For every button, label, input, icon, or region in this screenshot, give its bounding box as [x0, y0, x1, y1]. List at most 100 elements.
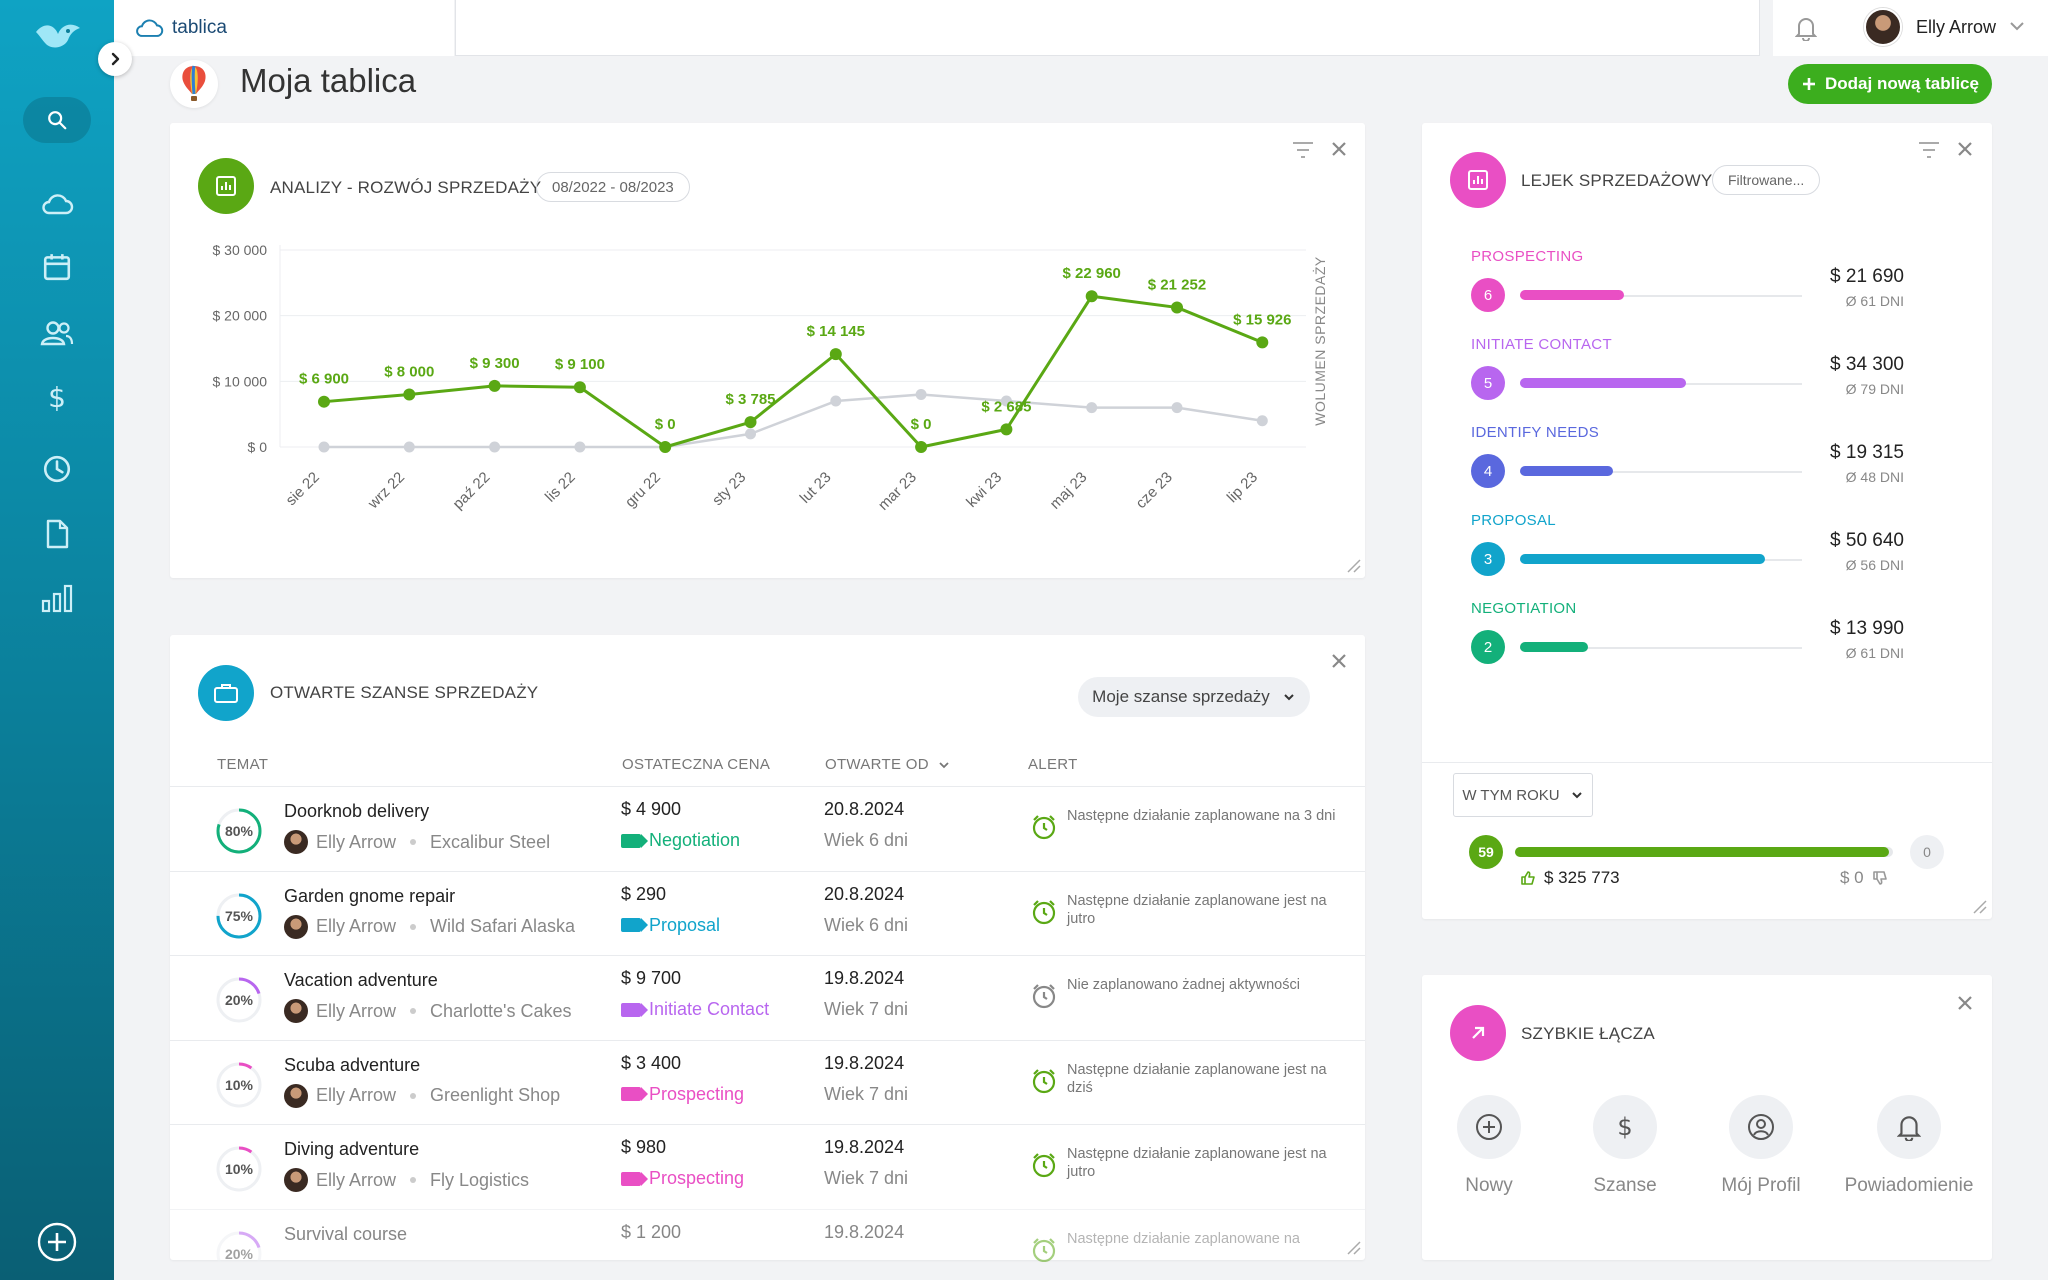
close-icon[interactable]: [1328, 650, 1350, 672]
opportunity-title[interactable]: Scuba adventure: [284, 1054, 421, 1075]
opportunity-title[interactable]: Garden gnome repair: [284, 885, 456, 906]
add-board-button[interactable]: Dodaj nową tablicę: [1788, 64, 1992, 104]
breadcrumb[interactable]: tablica: [114, 0, 454, 56]
close-icon[interactable]: [1328, 138, 1350, 160]
column-header-opened[interactable]: OTWARTE OD: [825, 756, 951, 773]
global-search-input[interactable]: [455, 0, 1760, 56]
sidebar-item-contacts[interactable]: [37, 313, 77, 353]
opportunity-company[interactable]: Charlotte's Cakes: [430, 1000, 572, 1021]
opportunity-title[interactable]: Vacation adventure: [284, 970, 438, 990]
progress-ring: [216, 808, 262, 854]
lost-amount-value: $ 0: [1840, 868, 1864, 887]
filter-icon[interactable]: [1917, 139, 1941, 161]
column-header-price[interactable]: OSTATECZNA CENA: [622, 756, 771, 773]
sidebar-item-calendar[interactable]: [37, 247, 77, 287]
sidebar-item-documents[interactable]: [37, 514, 77, 554]
funnel-stage-count: 5: [1471, 366, 1505, 400]
table-row[interactable]: 20% Survival course $ 1 200 19.8.2024 Następ…: [170, 1208, 1365, 1262]
resize-handle-icon[interactable]: [1970, 897, 1988, 915]
table-row[interactable]: 20% Vacation adventure Elly Arrow Charlotte…: [170, 955, 1365, 1039]
quick-link-opportunities-button[interactable]: $: [1593, 1095, 1657, 1159]
opportunity-title[interactable]: Diving adventure: [284, 1139, 420, 1159]
user-name[interactable]: Elly Arrow: [1916, 17, 1997, 37]
plus-icon: [1803, 78, 1815, 90]
opportunities-card: [170, 635, 1365, 1260]
close-icon[interactable]: [1954, 992, 1976, 1014]
sidebar-item-reports[interactable]: [37, 578, 77, 618]
chart-period-pill[interactable]: 08/2022 - 08/2023: [536, 172, 690, 202]
opportunity-title[interactable]: Doorknob delivery: [284, 801, 430, 821]
funnel-stage-amount: $ 13 990: [1830, 618, 1904, 639]
sidebar-search-button[interactable]: [23, 97, 91, 143]
quick-link-notifications[interactable]: Powiadomienie: [1844, 1095, 1974, 1197]
progress-percent: 20%: [224, 1245, 254, 1262]
opportunity-stage: Proposal: [621, 915, 720, 936]
quick-link-profile[interactable]: Mój Profil: [1696, 1095, 1826, 1197]
opportunity-title[interactable]: Survival course: [284, 1223, 408, 1244]
quick-link-notifications-button[interactable]: [1877, 1095, 1941, 1159]
column-header-topic[interactable]: TEMAT: [217, 756, 269, 773]
sidebar-item-sales[interactable]: $: [37, 378, 77, 418]
opportunity-company[interactable]: Excalibur Steel: [430, 831, 551, 852]
opportunity-owner[interactable]: Elly Arrow: [316, 1169, 397, 1190]
table-row[interactable]: 80% Doorknob delivery Elly Arrow Excalibur …: [170, 786, 1365, 870]
filter-icon[interactable]: [1291, 139, 1315, 161]
funnel-stage-name[interactable]: INITIATE CONTACT: [1471, 336, 1612, 353]
avatar[interactable]: [1864, 8, 1902, 46]
avatar: [284, 830, 308, 854]
funnel-stage-track: [1520, 471, 1802, 473]
opportunity-stage: Negotiation: [621, 830, 740, 851]
funnel-stage-amount: $ 19 315: [1830, 442, 1904, 463]
opportunity-owner[interactable]: Elly Arrow: [316, 916, 397, 936]
user-bar: Elly Arrow: [1773, 0, 2048, 56]
opportunity-meta: Elly Arrow Greenlight Shop: [284, 1083, 561, 1108]
quick-link-opportunities[interactable]: $ Szanse: [1560, 1095, 1690, 1197]
resize-handle-icon[interactable]: [1344, 556, 1362, 574]
opportunity-meta: Elly Arrow Wild Safari Alaska: [284, 914, 576, 939]
funnel-period-dropdown[interactable]: W TYM ROKU: [1453, 773, 1593, 817]
document-icon: [46, 519, 69, 549]
sidebar-item-activities[interactable]: [37, 449, 77, 489]
opportunity-age: Wiek 7 dni: [824, 1083, 909, 1104]
opportunity-owner[interactable]: Elly Arrow: [316, 1000, 397, 1021]
opportunity-date: 19.8.2024: [824, 968, 905, 988]
opportunity-company[interactable]: Fly Logistics: [430, 1169, 530, 1190]
sidebar-expand-button[interactable]: [98, 42, 132, 76]
funnel-stage-count: 4: [1471, 454, 1505, 488]
quick-link-new[interactable]: Nowy: [1424, 1095, 1554, 1197]
opportunity-company[interactable]: Greenlight Shop: [430, 1085, 561, 1105]
chevron-down-icon[interactable]: [2008, 17, 2026, 35]
sidebar-item-dashboard[interactable]: [37, 184, 77, 224]
thumbs-up-icon: [1521, 871, 1535, 885]
quick-link-new-button[interactable]: [1457, 1095, 1521, 1159]
plus-circle-icon: [37, 1222, 77, 1262]
lost-amount: $ 0: [1840, 868, 1888, 888]
cloud-icon: [42, 194, 74, 215]
funnel-stage-name[interactable]: NEGOTIATION: [1471, 600, 1577, 617]
funnel-stage-days: Ø 48 DNI: [1845, 469, 1904, 485]
funnel-divider: [1422, 762, 1992, 763]
opportunity-owner[interactable]: Elly Arrow: [316, 831, 397, 852]
table-row[interactable]: 10% Scuba adventure Elly Arrow Greenlight S…: [170, 1039, 1365, 1124]
quick-link-profile-button[interactable]: [1729, 1095, 1793, 1159]
funnel-stage-track: [1520, 647, 1802, 649]
opportunity-owner[interactable]: Elly Arrow: [316, 1085, 397, 1105]
thumbs-down-icon: [1872, 871, 1887, 885]
sidebar-add-button[interactable]: [37, 1222, 77, 1262]
table-row[interactable]: 75% Garden gnome repair Elly Arrow Wild Saf…: [170, 870, 1365, 955]
funnel-filter-pill[interactable]: Filtrowane...: [1712, 165, 1821, 195]
opportunity-stage-label: Negotiation: [649, 830, 741, 850]
close-icon[interactable]: [1954, 138, 1976, 160]
column-header-alert[interactable]: ALERT: [1028, 756, 1078, 773]
alarm-clock-icon: [1032, 1068, 1056, 1093]
funnel-stage-name[interactable]: IDENTIFY NEEDS: [1471, 424, 1600, 441]
funnel-stage-name[interactable]: PROSPECTING: [1471, 248, 1584, 265]
won-progress-fill: [1515, 847, 1890, 857]
bell-icon[interactable]: [1795, 15, 1817, 41]
opportunity-company[interactable]: Wild Safari Alaska: [430, 916, 576, 936]
opportunities-filter-dropdown[interactable]: Moje szanse sprzedaży: [1078, 677, 1310, 717]
logo-icon[interactable]: [34, 18, 82, 52]
table-row[interactable]: 10% Diving adventure Elly Arrow Fly Logisti…: [170, 1124, 1365, 1208]
funnel-stage-name[interactable]: PROPOSAL: [1471, 512, 1556, 529]
resize-handle-icon[interactable]: [1344, 1238, 1362, 1256]
